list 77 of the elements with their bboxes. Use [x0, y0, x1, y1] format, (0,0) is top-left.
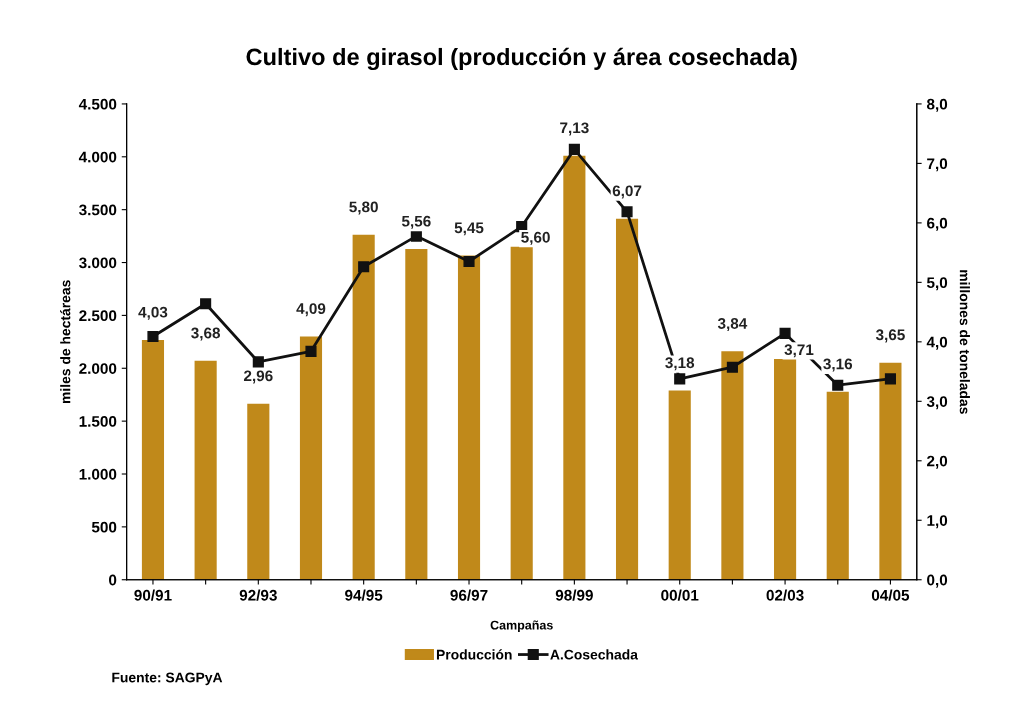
bar: [457, 255, 481, 580]
x-tick-label: 94/95: [345, 589, 383, 601]
y-tick-label: 2.000: [79, 363, 117, 374]
bar: [141, 340, 165, 580]
data-label: 2,96: [243, 370, 273, 384]
bar: [826, 391, 849, 580]
y-tick-label: 500: [91, 521, 117, 533]
y-tick-label: 4.000: [78, 151, 117, 163]
y2-tick-label: 6,0: [927, 217, 948, 231]
x-tick-label: 96/97: [450, 589, 488, 601]
point: [568, 143, 580, 155]
bar: [615, 218, 639, 580]
point: [252, 356, 264, 368]
data-label: 5,60: [521, 231, 550, 245]
bar: [194, 360, 217, 580]
point: [200, 298, 212, 310]
data-label: 3,65: [875, 329, 905, 343]
x-axis-title: Campañas: [490, 620, 553, 633]
y-tick-label: 3.000: [79, 257, 117, 269]
x-tick-label: 00/01: [661, 589, 699, 601]
x-tick-label: 90/91: [134, 589, 172, 601]
y2-tick-label: 0,0: [927, 574, 948, 588]
y2-tick-label: 5,0: [926, 277, 948, 291]
bar: [721, 351, 744, 580]
data-label: 5,56: [401, 215, 431, 229]
data-label: 7,13: [560, 122, 589, 136]
point: [305, 345, 317, 357]
data-label: 6,07: [612, 185, 642, 199]
data-label: 5,45: [454, 222, 484, 236]
point: [884, 373, 896, 385]
bar: [352, 234, 375, 580]
y2-tick-label: 7,0: [927, 158, 948, 172]
point: [410, 230, 422, 242]
point: [147, 330, 159, 343]
y-tick-label: 2.500: [79, 310, 117, 322]
bar: [668, 390, 691, 580]
data-label: 4,03: [138, 306, 168, 320]
bar: [405, 249, 428, 580]
bar: [879, 362, 902, 580]
data-label: 3,84: [717, 318, 748, 332]
data-label: 5,80: [349, 201, 378, 215]
y2-tick-label: 1,0: [927, 515, 948, 529]
chart-title: Cultivo de girasol (producción y área cosechada): [246, 47, 797, 71]
data-label: 3,16: [823, 358, 853, 372]
legend-label: A.Cosechada: [550, 649, 639, 660]
point: [358, 261, 370, 273]
bar: [299, 336, 323, 580]
y2-tick-label: 8,0: [926, 98, 948, 112]
point: [621, 206, 633, 218]
data-label: 3,18: [665, 357, 695, 371]
x-tick-label: 92/93: [239, 589, 277, 601]
point: [779, 327, 791, 339]
point: [674, 373, 686, 385]
x-tick-label: 98/99: [555, 589, 593, 601]
y2-axis-title: millones de toneladas: [959, 270, 970, 414]
y2-tick-label: 3,0: [926, 396, 948, 410]
x-tick-label: 02/03: [766, 589, 804, 601]
y-tick-label: 1.500: [79, 416, 117, 427]
point: [726, 361, 738, 373]
data-label: 3,68: [191, 327, 221, 341]
data-label: 3,71: [784, 344, 814, 358]
legend-label: Producción: [436, 649, 512, 660]
y-tick-label: 1.000: [79, 468, 117, 480]
y2-tick-label: 2,0: [927, 455, 948, 469]
y-tick-label: 3.500: [79, 204, 117, 216]
source-note: Fuente: SAGPyA: [112, 672, 223, 686]
y-tick-label: 0: [109, 574, 117, 586]
y2-tick-label: 4,0: [926, 336, 948, 350]
data-label: 4,09: [296, 303, 326, 317]
bar: [774, 359, 797, 580]
y-tick-label: 4.500: [78, 98, 117, 110]
bar: [247, 403, 270, 580]
point: [463, 255, 475, 268]
x-tick-label: 04/05: [871, 589, 910, 601]
y-axis-title: miles de hectáreas: [60, 280, 71, 404]
point: [832, 379, 844, 391]
bar: [563, 155, 586, 580]
